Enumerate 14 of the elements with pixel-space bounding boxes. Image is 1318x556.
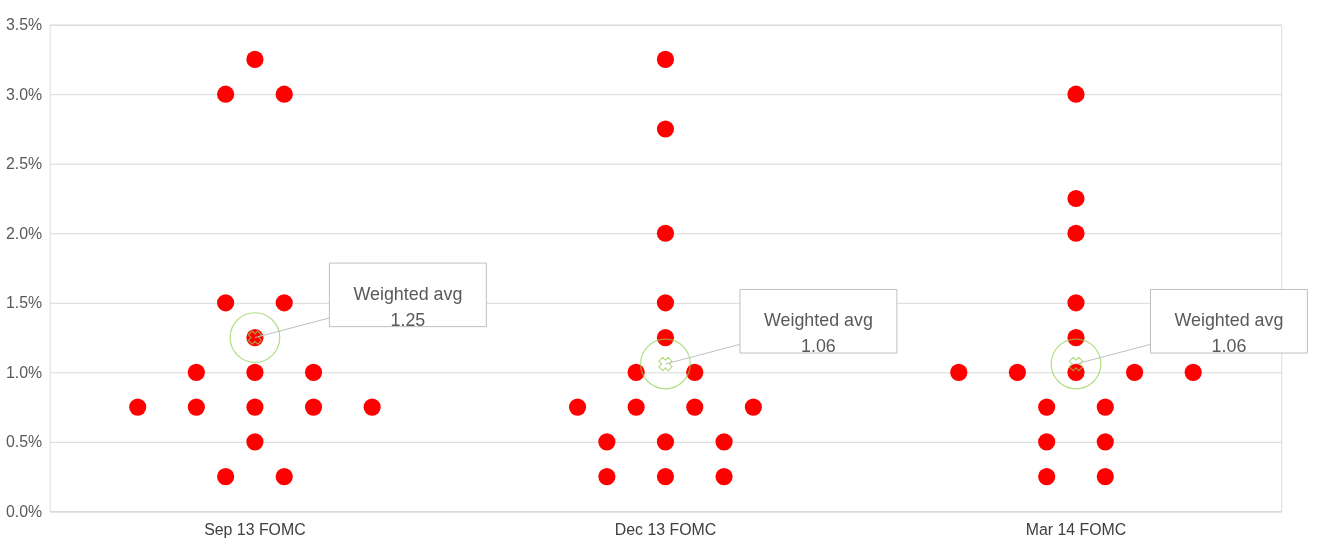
y-tick-label: 1.5% (6, 294, 43, 312)
x-tick-label: Sep 13 FOMC (204, 520, 306, 538)
x-tick-label: Mar 14 FOMC (1025, 520, 1127, 538)
y-tick-label: 1.0% (6, 363, 43, 381)
y-tick-label: 0.5% (6, 433, 43, 451)
annotation: Weighted avg 1.25 (353, 283, 463, 330)
y-tick-label: 2.5% (6, 155, 43, 173)
y-tick-label: 3.0% (6, 85, 43, 103)
y-tick-label: 0.0% (6, 502, 43, 520)
y-tick-label: 3.5% (6, 16, 43, 34)
x-tick-label: Dec 13 FOMC (614, 520, 717, 538)
y-tick-label: 2.0% (6, 224, 43, 242)
annotation: Weighted avg 1.06 (763, 310, 873, 357)
annotation: Weighted avg 1.06 (1174, 310, 1284, 357)
